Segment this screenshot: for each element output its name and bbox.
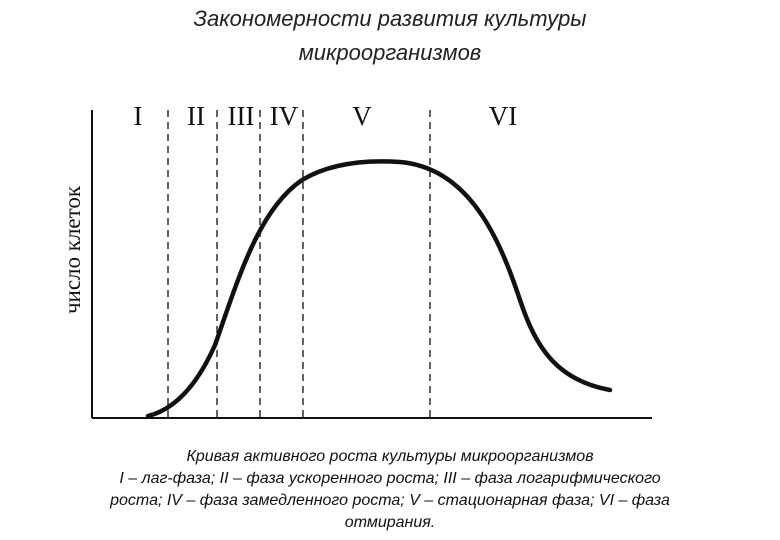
caption-line-1: Кривая активного роста культуры микроорг… (186, 448, 594, 465)
growth-curve (145, 159, 613, 419)
title-line-2: микроорганизмов (298, 40, 482, 65)
phase-label-4: IV (270, 101, 299, 131)
caption-line-2: I – лаг-фаза; II – фаза ускоренного рост… (119, 470, 661, 487)
caption-line-3: роста; IV – фаза замедленного роста; V –… (110, 492, 670, 509)
diagram-caption: Кривая активного роста культуры микроорг… (40, 446, 740, 534)
phase-label-5: V (352, 101, 372, 131)
phase-label-3: III (228, 101, 255, 131)
phase-label-2: II (187, 101, 205, 131)
diagram-title: Закономерности развития культуры микроор… (0, 2, 780, 70)
phase-label-1: I (134, 101, 143, 131)
phase-label-6: VI (489, 101, 518, 131)
caption-line-4: отмирания. (344, 514, 436, 531)
y-axis-label: число клеток (60, 185, 85, 314)
title-line-1: Закономерности развития культуры (193, 6, 587, 31)
